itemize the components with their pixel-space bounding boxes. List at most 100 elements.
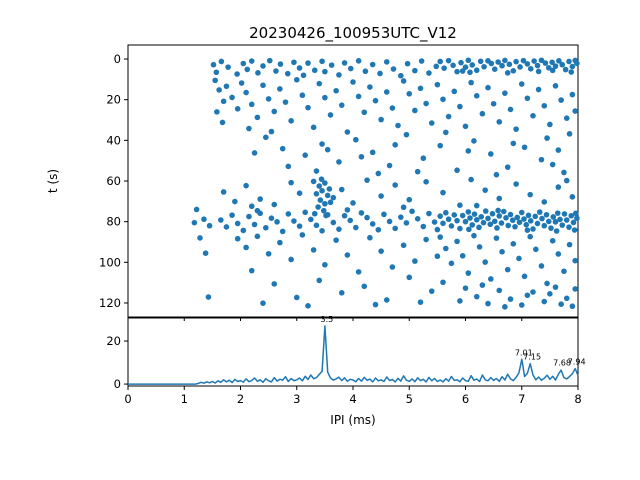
scatter-point (485, 84, 491, 91)
scatter-point (445, 57, 452, 64)
scatter-point (213, 69, 220, 76)
scatter-point (285, 211, 292, 217)
scatter-point (361, 109, 368, 116)
scatter-point (417, 85, 424, 92)
scatter-point (271, 108, 278, 115)
scatter-point (440, 96, 446, 103)
scatter-point (478, 213, 485, 220)
scatter-point (518, 81, 525, 87)
scatter-point (338, 186, 345, 193)
scatter-point (324, 146, 331, 153)
scatter-point (509, 217, 516, 224)
scatter-point (319, 58, 325, 65)
y-tick-label: 120 (99, 296, 121, 310)
scatter-point (420, 155, 427, 162)
scatter-point (465, 148, 472, 154)
axes-frame (127, 44, 579, 318)
scatter-point (569, 194, 576, 200)
scatter-point (558, 301, 564, 307)
scatter-point (468, 176, 474, 183)
scatter-point (341, 60, 348, 66)
scatter-point (319, 141, 325, 147)
scatter-point (530, 112, 536, 119)
scatter-point (493, 171, 500, 178)
scatter-point (516, 219, 523, 226)
scatter-point (433, 63, 440, 70)
scatter-point (550, 214, 557, 220)
scatter-point (333, 87, 339, 94)
scatter-point (476, 224, 482, 231)
scatter-point (547, 291, 553, 297)
scatter-point (532, 213, 539, 220)
scatter-point (521, 144, 528, 151)
scatter-point (305, 303, 311, 309)
scatter-point (350, 200, 356, 206)
scatter-point (375, 170, 382, 177)
scatter-point (229, 94, 235, 101)
scatter-point (358, 210, 365, 216)
scatter-point (473, 217, 480, 223)
scatter-point (559, 61, 566, 68)
scatter-point (248, 101, 255, 108)
scatter-point (572, 257, 578, 264)
scatter-point (527, 65, 534, 72)
scatter-point (549, 237, 556, 244)
scatter-point (441, 65, 447, 71)
scatter-point (285, 163, 292, 170)
scatter-point (367, 234, 373, 241)
scatter-point (392, 225, 398, 232)
y-tick-label: 60 (106, 174, 121, 188)
scatter-point (513, 181, 519, 187)
x-axis-label: IPI (ms) (330, 413, 375, 427)
x-tick-label: 2 (237, 392, 244, 406)
scatter-point (544, 280, 550, 287)
scatter-point (552, 83, 559, 89)
scatter-point (364, 214, 370, 221)
scatter-point (246, 125, 252, 132)
scatter-point (445, 113, 452, 120)
scatter-point (355, 269, 362, 275)
scatter-point (277, 86, 283, 92)
scatter-point (398, 214, 404, 220)
scatter-point (466, 226, 472, 233)
scatter-point (488, 60, 495, 67)
scatter-point (423, 179, 429, 185)
scatter-point (244, 66, 251, 73)
scatter-point (437, 58, 443, 65)
scatter-point (378, 193, 384, 199)
peak-annotation: 7.68 (553, 358, 571, 367)
scatter-point (549, 59, 555, 66)
scatter-point (414, 168, 421, 175)
scatter-point (507, 211, 514, 218)
scatter-point (504, 164, 511, 170)
scatter-point (539, 215, 545, 222)
scatter-point (319, 187, 325, 194)
scatter-point (372, 301, 379, 308)
scatter-point (434, 81, 441, 88)
scatter-point (503, 214, 509, 221)
scatter-point (485, 300, 491, 307)
scatter-point (234, 220, 241, 227)
scatter-point (553, 228, 560, 234)
scatter-point (467, 215, 473, 221)
scatter-point (518, 302, 525, 308)
scatter-point (383, 89, 390, 95)
scatter-point (378, 116, 384, 123)
scatter-point (525, 212, 532, 219)
scatter-point (311, 67, 318, 74)
scatter-point (445, 216, 452, 223)
scatter-point (482, 259, 488, 265)
scatter-point (566, 241, 573, 248)
scatter-point (232, 198, 238, 205)
scatter-point (541, 222, 548, 229)
scatter-point (355, 58, 362, 64)
scatter-point (403, 220, 410, 226)
scatter-point (308, 216, 314, 223)
scatter-point (524, 95, 531, 102)
scatter-point (277, 61, 284, 67)
scatter-point (523, 221, 530, 228)
scatter-point (493, 235, 500, 241)
scatter-point (482, 187, 488, 193)
scatter-point (216, 87, 222, 93)
scatter-point (406, 274, 413, 281)
